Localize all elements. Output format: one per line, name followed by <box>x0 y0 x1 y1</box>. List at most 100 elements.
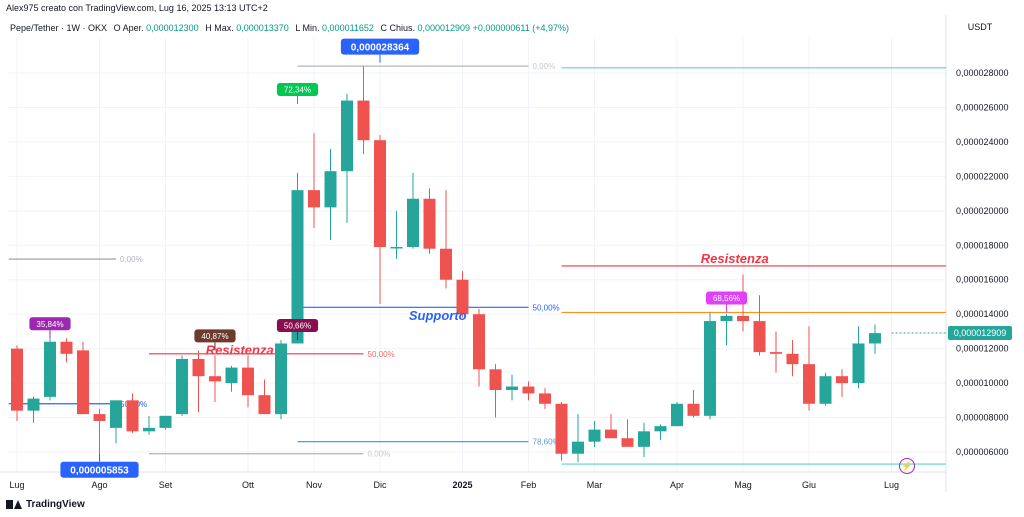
level-label: 0,00% <box>120 255 143 264</box>
candle-body <box>159 415 172 428</box>
symbol-label[interactable]: Pepe/Tether · 1W · OKX <box>10 23 108 33</box>
high-text: Max. <box>214 23 234 33</box>
close-value: 0,000012909 <box>417 23 471 33</box>
candle <box>489 364 502 418</box>
brand-name: TradingView <box>26 499 85 510</box>
candle-body <box>852 343 865 384</box>
candle-body <box>209 376 221 382</box>
close-label: C <box>380 23 387 33</box>
candle-body <box>44 341 56 397</box>
candle-body <box>456 279 469 315</box>
open-text: Aper. <box>122 23 144 33</box>
candle-body <box>489 369 502 390</box>
x-tick-label: Nov <box>306 480 323 490</box>
candle-body <box>803 364 815 404</box>
callout-label: 68,56% <box>713 294 740 303</box>
ohlc-legend: Pepe/Tether · 1W · OKX O Aper. 0,0000123… <box>10 23 569 33</box>
y-tick-label: 0,000022000 <box>956 171 1009 181</box>
candle <box>324 148 337 241</box>
level-label: 50,00% <box>533 303 560 312</box>
candle <box>819 372 832 406</box>
candle-body <box>143 427 155 432</box>
candle <box>852 326 865 389</box>
candle-body <box>720 315 733 322</box>
candle <box>27 396 40 423</box>
candle <box>423 188 436 254</box>
candle <box>176 355 188 416</box>
candle <box>44 338 56 401</box>
x-tick-label: Giu <box>802 480 816 490</box>
candle-body <box>522 386 535 394</box>
x-tick-label: 2025 <box>452 480 472 490</box>
callout-box <box>29 317 71 331</box>
candle-body <box>539 393 551 404</box>
x-tick-label: Lug <box>9 480 24 490</box>
candle-body <box>11 348 23 411</box>
candle-body <box>869 333 881 344</box>
x-tick-label: Mar <box>587 480 603 490</box>
candle-body <box>176 358 188 415</box>
candle-body <box>407 198 419 247</box>
candle <box>704 312 716 420</box>
candle-body <box>654 426 667 432</box>
y-tick-label: 0,000028000 <box>956 68 1009 78</box>
x-tick-label: Mag <box>734 480 752 490</box>
low-value: 0,000011652 <box>322 23 374 33</box>
candle <box>869 324 881 354</box>
candle <box>836 369 848 397</box>
callout: 68,56% <box>705 291 748 313</box>
candle <box>374 135 386 304</box>
candle <box>456 271 469 318</box>
callout-label: 40,87% <box>201 332 228 341</box>
candle <box>225 365 238 392</box>
candle-body <box>753 321 766 353</box>
candle <box>720 314 733 346</box>
candle-body <box>506 386 518 390</box>
candle-body <box>93 414 106 421</box>
candle-body <box>60 341 73 354</box>
candle <box>192 350 205 413</box>
candle <box>60 338 73 363</box>
high-value: 0,000013370 <box>236 23 289 33</box>
tradingview-brand[interactable]: TradingView <box>6 499 85 510</box>
open-label: O <box>113 23 121 33</box>
candle-body <box>555 403 568 454</box>
candle <box>341 93 353 223</box>
flash-icon[interactable]: ⚡ <box>899 458 915 474</box>
candle <box>638 422 650 458</box>
annotation-label: Resistenza <box>206 342 274 357</box>
candle-body <box>126 400 139 432</box>
annotation-label: Supporto <box>409 308 467 323</box>
callout: 50,66% <box>276 319 319 341</box>
candle <box>357 66 370 154</box>
candle <box>605 414 617 439</box>
open-value: 0,000012300 <box>146 23 199 33</box>
candle <box>506 374 518 401</box>
candle <box>242 355 254 408</box>
candle <box>110 400 122 444</box>
y-tick-label: 0,000010000 <box>956 378 1009 388</box>
level-label: 0,00% <box>368 450 391 459</box>
candle-body <box>770 352 782 354</box>
high-label: H <box>205 23 212 33</box>
y-tick-label: 0,000026000 <box>956 102 1009 112</box>
candle <box>159 415 172 430</box>
callout-box <box>705 291 748 305</box>
x-tick-label: Lug <box>884 480 899 490</box>
y-tick-label: 0,000016000 <box>956 275 1009 285</box>
candle-body <box>291 190 304 344</box>
low-text: Min. <box>302 23 320 33</box>
candle <box>390 210 403 260</box>
callout-label: 0,000028364 <box>351 43 410 54</box>
candle <box>753 295 766 356</box>
candle <box>209 355 221 403</box>
candle-body <box>357 100 370 141</box>
candle-body <box>27 398 40 411</box>
callout: 35,84% <box>29 317 71 339</box>
callout-box <box>276 319 319 333</box>
candle <box>588 420 601 447</box>
annotation-label: Resistenza <box>701 251 769 266</box>
candle-body <box>704 321 716 416</box>
candle-body <box>390 246 403 249</box>
